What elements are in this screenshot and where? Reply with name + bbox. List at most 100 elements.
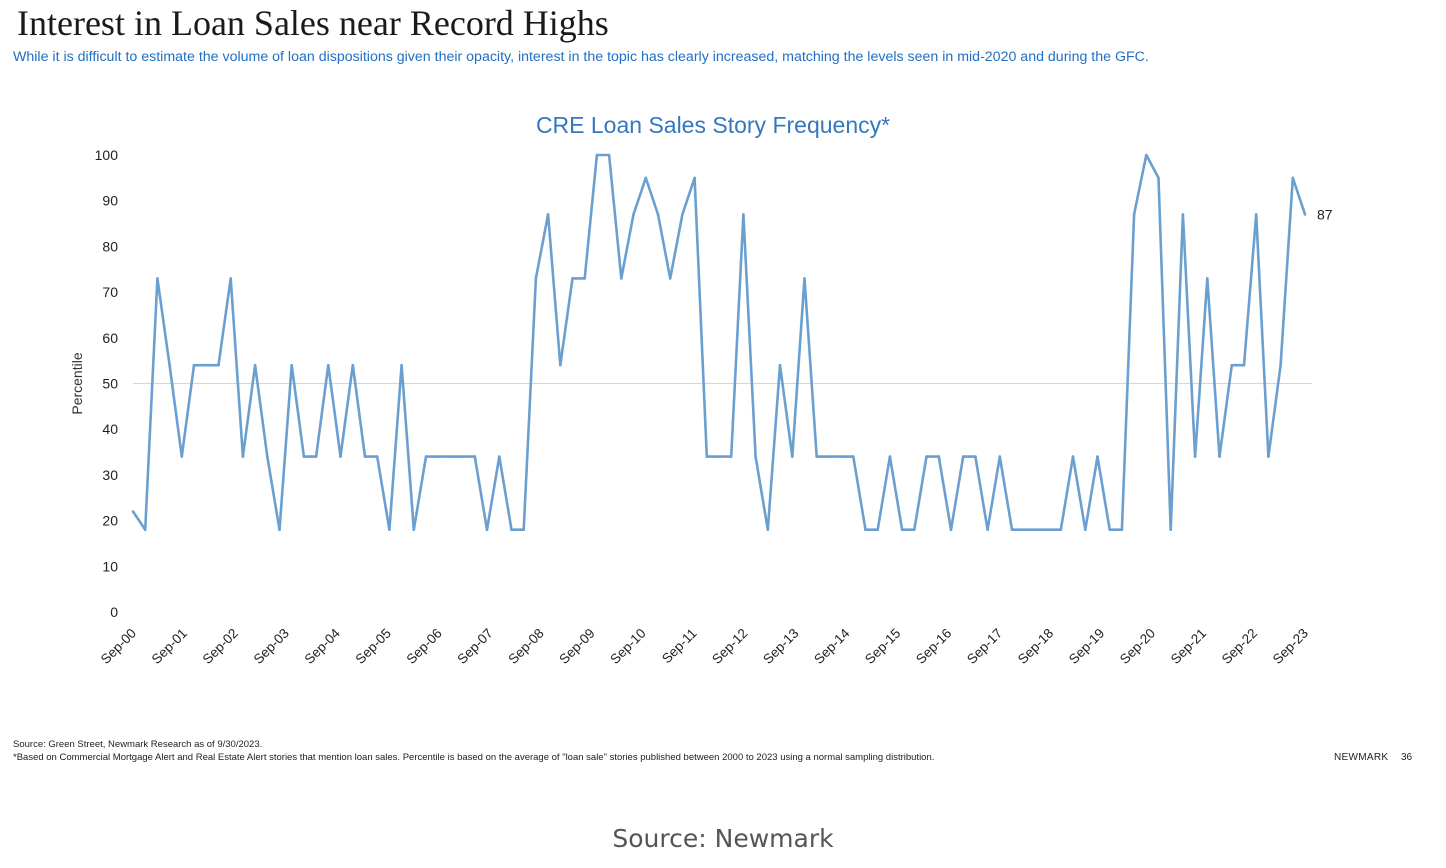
data-point bbox=[754, 455, 757, 458]
data-point bbox=[522, 528, 525, 531]
x-tick-label: Sep-02 bbox=[200, 626, 241, 667]
data-point bbox=[632, 213, 635, 216]
data-point bbox=[1071, 455, 1075, 458]
data-point bbox=[278, 528, 281, 531]
data-point bbox=[864, 528, 867, 531]
x-tick-label: Sep-06 bbox=[403, 626, 444, 667]
y-tick-label: 90 bbox=[102, 193, 118, 209]
source-note: Source: Green Street, Newmark Research a… bbox=[13, 739, 263, 750]
data-point bbox=[229, 277, 232, 280]
data-point bbox=[998, 455, 1002, 458]
data-point bbox=[156, 277, 159, 280]
data-point bbox=[693, 176, 696, 180]
data-point bbox=[473, 455, 477, 458]
data-point bbox=[827, 455, 831, 458]
x-tick-label: Sep-12 bbox=[709, 626, 750, 667]
data-point bbox=[388, 528, 391, 531]
data-point bbox=[1096, 455, 1099, 458]
x-tick-label: Sep-22 bbox=[1219, 626, 1260, 667]
data-point bbox=[314, 455, 318, 458]
x-tick-label: Sep-03 bbox=[251, 626, 292, 667]
data-point bbox=[436, 455, 440, 458]
data-point bbox=[839, 455, 843, 458]
data-point bbox=[1242, 363, 1246, 367]
y-axis: 0 10 20 30 40 50 60 70 80 90 100 bbox=[95, 147, 119, 620]
data-point bbox=[668, 277, 672, 280]
x-tick-label: Sep-13 bbox=[760, 626, 801, 667]
data-point bbox=[937, 455, 941, 458]
data-point bbox=[1022, 528, 1026, 531]
y-tick-label: 0 bbox=[110, 604, 118, 620]
data-point bbox=[974, 455, 977, 458]
data-point bbox=[241, 455, 245, 458]
data-point bbox=[705, 455, 709, 458]
x-tick-label: Sep-19 bbox=[1066, 626, 1107, 667]
y-tick-label: 100 bbox=[95, 147, 119, 163]
x-tick-label: Sep-20 bbox=[1117, 626, 1158, 667]
y-tick-label: 10 bbox=[102, 558, 118, 574]
data-point bbox=[498, 455, 501, 458]
data-point bbox=[363, 455, 367, 458]
data-point bbox=[803, 277, 806, 280]
data-point bbox=[1120, 528, 1124, 531]
data-point bbox=[778, 363, 782, 367]
data-point bbox=[1047, 528, 1050, 531]
data-point bbox=[1254, 213, 1258, 216]
data-point bbox=[961, 455, 965, 458]
data-point bbox=[375, 455, 379, 458]
x-tick-label: Sep-14 bbox=[811, 625, 853, 667]
data-points bbox=[131, 153, 1307, 531]
data-point bbox=[339, 455, 342, 458]
data-point bbox=[302, 455, 306, 458]
y-tick-label: 30 bbox=[102, 467, 118, 483]
data-point bbox=[852, 455, 855, 458]
data-point bbox=[1230, 363, 1234, 367]
data-point bbox=[1279, 363, 1282, 367]
data-point bbox=[1084, 528, 1087, 531]
data-point bbox=[595, 153, 599, 157]
data-point bbox=[1291, 176, 1295, 180]
data-point bbox=[1145, 153, 1148, 157]
data-point bbox=[1303, 213, 1307, 216]
data-point bbox=[583, 277, 586, 280]
data-point bbox=[986, 528, 989, 531]
x-tick-label: Sep-10 bbox=[607, 626, 648, 667]
chart-title: CRE Loan Sales Story Frequency* bbox=[536, 112, 890, 138]
data-point bbox=[143, 528, 147, 531]
y-tick-label: 70 bbox=[102, 284, 118, 300]
data-point bbox=[424, 455, 428, 458]
x-tick-label: Sep-07 bbox=[454, 626, 495, 667]
x-tick-label: Sep-15 bbox=[862, 626, 903, 667]
data-point bbox=[1157, 176, 1160, 180]
y-axis-label: Percentile bbox=[69, 352, 85, 414]
data-point bbox=[1169, 528, 1172, 531]
data-point bbox=[717, 455, 721, 458]
x-tick-label: Sep-18 bbox=[1015, 626, 1056, 667]
data-point bbox=[534, 277, 538, 280]
data-point bbox=[290, 363, 294, 367]
data-point bbox=[485, 528, 489, 531]
data-point bbox=[900, 528, 904, 531]
data-point bbox=[1181, 213, 1185, 216]
x-tick-label: Sep-09 bbox=[556, 626, 597, 667]
x-tick-label: Sep-11 bbox=[659, 626, 700, 667]
data-point bbox=[412, 528, 416, 531]
y-tick-label: 50 bbox=[102, 376, 118, 392]
data-point bbox=[949, 528, 953, 531]
data-point bbox=[192, 363, 196, 367]
y-tick-label: 60 bbox=[102, 330, 118, 346]
x-tick-label: Sep-00 bbox=[98, 626, 139, 667]
data-point bbox=[351, 363, 355, 367]
data-point bbox=[1108, 528, 1111, 531]
data-point bbox=[888, 455, 892, 458]
data-point bbox=[1206, 277, 1209, 280]
x-tick-label: Sep-08 bbox=[505, 626, 546, 667]
data-point bbox=[266, 455, 269, 458]
footnote: *Based on Commercial Mortgage Alert and … bbox=[13, 752, 935, 763]
x-tick-label: Sep-05 bbox=[353, 626, 394, 667]
data-point bbox=[1059, 528, 1063, 531]
data-point bbox=[766, 528, 770, 531]
data-point bbox=[681, 213, 684, 216]
slide-title: Interest in Loan Sales near Record Highs bbox=[17, 3, 609, 43]
data-point bbox=[168, 363, 171, 367]
